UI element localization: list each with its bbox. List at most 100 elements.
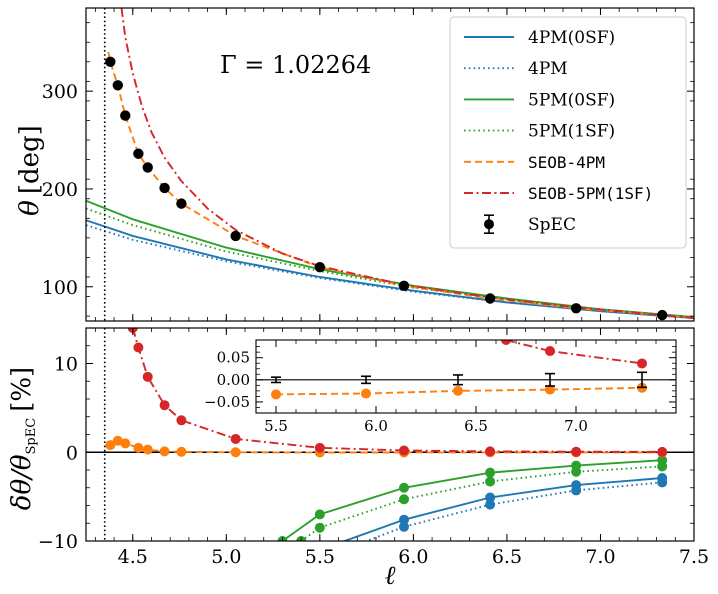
main-spec-point [133,148,144,159]
res-point-5PM(1SF) [314,522,325,533]
res-point-SEOB-5PM(1SF) [142,371,153,382]
residual-frame [85,327,695,542]
main-line-SEOB-4PM [107,51,694,320]
main-frame [85,7,695,322]
res-point-SEOB-5PM(1SF) [657,446,668,457]
main-spec-point [142,162,153,173]
res-point-5PM(0SF) [314,509,325,520]
legend-label: 4PM [528,59,568,79]
res-point-4PM(0SF) [399,514,410,525]
res-point-5PM(1SF) [399,494,410,505]
res-series-SEOB-5PM(1SF) [127,328,668,457]
res-series-4PM(0SF) [341,472,668,541]
residual-xtick-label: 7.0 [585,546,615,568]
legend: 4PM(0SF) 4PM 5PM(0SF) 5PM(1SF) SEOB-4PM SEOB-… [449,16,687,249]
main-spec-point [230,230,241,242]
residual-xtick-label: 4.5 [118,546,148,568]
res-point-SEOB-4PM [142,444,153,455]
residual-ytick-label: −10 [38,531,78,553]
inset-xtick-label: 5.5 [264,417,288,435]
legend-item: 4PM(0SF) [464,28,615,48]
res-point-5PM(1SF) [657,461,668,472]
main-panel: Γ = 1.02264 100 200 300 θ [deg] 4PM(0SF) 4PM 5PM… [15,7,695,322]
res-series-5PM(0SF) [277,455,668,541]
residual-xtick-label: 7.5 [679,546,709,568]
main-ytick-label: 100 [42,277,78,299]
res-point-5PM(0SF) [399,482,410,493]
res-point-5PM(1SF) [485,476,496,487]
inset-xtick-label: 6.0 [364,417,388,435]
legend-item: SEOB-4PM [464,153,605,172]
res-series-4PM [363,477,668,541]
residual-ytick-label: 0 [66,442,78,464]
main-series-SEOB-5PM(1SF) [120,8,694,320]
res-point-SEOB-4PM [120,438,131,449]
inset-series-SEOB-5PM(1SF) [501,340,647,369]
main-ylabel-unit: [deg] [15,125,45,194]
residual-xtick-label: 6.0 [398,546,428,568]
residual-ylabel-sub: SpEC [24,418,39,455]
inset-xtick-label: 7.0 [564,417,588,435]
inset-point-SEOB-5PM(1SF) [545,346,555,357]
inset-panel: 5.5 6.0 6.5 7.0 0.05 0.00 −0.05 [204,339,677,435]
res-point-4PM [485,499,496,510]
main-spec-point [176,198,187,209]
inset-frame [255,339,677,414]
legend-label: 5PM(1SF) [528,122,615,142]
legend-item: 4PM [464,59,568,79]
res-point-SEOB-5PM(1SF) [230,433,241,444]
inset-point-SEOB-5PM(1SF) [501,340,511,345]
res-point-SEOB-5PM(1SF) [314,442,325,453]
res-point-4PM [571,485,582,496]
inset-point-SEOB-4PM [453,385,463,396]
res-point-SEOB-5PM(1SF) [399,445,410,456]
main-spec-point [120,110,131,121]
main-line-4PM(0SF) [86,219,694,320]
res-point-4PM(0SF) [485,492,496,503]
main-line-SEOB-5PM(1SF) [120,8,694,320]
main-ylabel: θ [deg] [15,125,45,216]
main-series-SEOB-4PM [107,51,694,320]
res-point-5PM(0SF) [485,467,496,478]
res-series-5PM(1SF) [296,461,668,541]
main-spec-point [656,309,668,321]
res-point-SEOB-5PM(1SF) [485,446,496,457]
main-series-SpEC [105,56,668,321]
inset-point-SEOB-4PM [545,384,555,395]
res-point-5PM(1SF) [571,466,582,477]
legend-box [449,16,687,249]
res-point-SEOB-5PM(1SF) [176,415,187,426]
inset-point-SEOB-5PM(1SF) [637,358,647,369]
res-point-4PM [657,477,668,488]
main-spec-point [570,303,582,314]
main-spec-point [105,56,116,67]
main-series-4PM(0SF) [86,219,694,320]
res-point-SEOB-4PM [230,447,241,458]
residual-ylabel: δθ/θSpEC [%] [7,367,39,510]
main-spec-point [159,182,170,194]
legend-label: SpEC [528,215,576,235]
legend-label: SEOB-5PM(1SF) [528,184,653,203]
res-point-SEOB-4PM [105,440,116,451]
res-point-SEOB-5PM(1SF) [133,342,144,353]
inset-plot-area [256,340,676,413]
res-point-SEOB-4PM [133,442,144,453]
main-ylabel-symbol: θ [15,200,45,216]
res-point-SEOB-5PM(1SF) [571,446,582,457]
legend-label: 5PM(0SF) [528,90,615,110]
res-line-5PM(0SF) [281,459,663,541]
legend-item: SpEC [484,214,576,235]
legend-label: 4PM(0SF) [528,28,615,48]
main-spec-point [398,280,410,291]
legend-marker [484,219,494,230]
residual-ylabel-unit: [%] [7,367,37,412]
inset-ytick-label: 0.00 [217,371,250,389]
res-point-SEOB-4PM [159,446,170,457]
inset-ytick-label: −0.05 [204,393,250,411]
main-spec-point [314,262,326,273]
residual-ytick-label: 10 [54,354,78,376]
main-ytick-label: 300 [42,81,78,103]
legend-label: SEOB-4PM [528,153,605,172]
main-ytick-label: 200 [42,179,78,201]
